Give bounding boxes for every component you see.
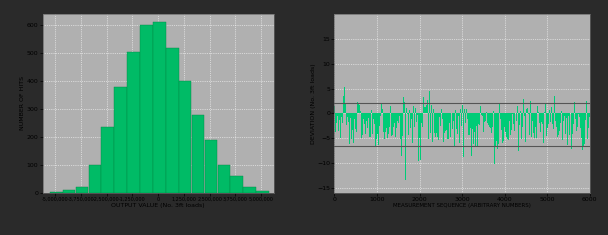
Bar — [166, 48, 179, 193]
Bar — [75, 187, 88, 193]
Y-axis label: DEVIATION (No. 3ft loads): DEVIATION (No. 3ft loads) — [311, 63, 316, 144]
Bar — [102, 127, 114, 193]
X-axis label: OUTPUT VALUE (No. 3ft loads): OUTPUT VALUE (No. 3ft loads) — [111, 203, 205, 208]
Bar — [218, 165, 230, 193]
Y-axis label: NUMBER OF HITS: NUMBER OF HITS — [20, 76, 26, 130]
Bar — [256, 191, 269, 193]
Bar — [63, 190, 75, 193]
Bar — [127, 52, 140, 193]
Bar — [230, 176, 243, 193]
Bar — [114, 87, 127, 193]
Bar — [140, 25, 153, 193]
Bar — [89, 165, 101, 193]
Bar — [153, 23, 166, 193]
Bar — [179, 81, 192, 193]
Bar — [192, 115, 204, 193]
Bar — [50, 192, 63, 193]
Bar — [205, 140, 217, 193]
Bar — [243, 187, 256, 193]
X-axis label: MEASUREMENT SEQUENCE (ARBITRARY NUMBERS): MEASUREMENT SEQUENCE (ARBITRARY NUMBERS) — [393, 203, 531, 208]
